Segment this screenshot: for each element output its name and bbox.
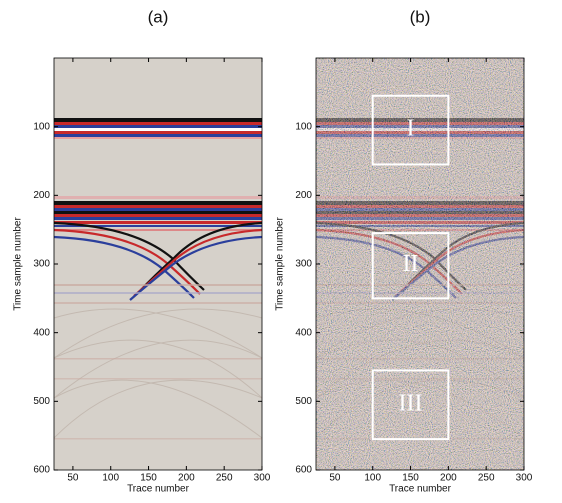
- x-tick-label: 300: [254, 473, 271, 484]
- x-tick-label: 200: [178, 473, 195, 484]
- y-tick-label: 500: [33, 396, 50, 407]
- x-axis-label: Trace number: [127, 484, 190, 495]
- y-tick-label: 600: [295, 465, 312, 476]
- y-tick-label: 300: [33, 259, 50, 270]
- y-tick-label: 600: [33, 465, 50, 476]
- x-tick-label: 100: [364, 473, 381, 484]
- y-tick-label: 400: [33, 327, 50, 338]
- x-tick-label: 300: [516, 473, 533, 484]
- y-tick-label: 200: [33, 190, 50, 201]
- x-tick-label: 50: [329, 473, 341, 484]
- y-tick-label: 500: [295, 396, 312, 407]
- x-tick-label: 100: [102, 473, 119, 484]
- panel-title: (b): [410, 7, 431, 26]
- annotation-label: II: [403, 251, 419, 277]
- x-tick-label: 50: [67, 473, 79, 484]
- y-tick-label: 300: [295, 259, 312, 270]
- y-tick-label: 100: [33, 121, 50, 132]
- x-tick-label: 250: [478, 473, 495, 484]
- noise-overlay: [316, 58, 524, 470]
- annotation-box: [371, 94, 450, 166]
- annotation-label: I: [407, 116, 415, 142]
- seismic-image: [52, 56, 264, 472]
- y-axis-label: Time sample number: [13, 217, 24, 311]
- annotation-label: III: [399, 390, 423, 416]
- y-tick-label: 400: [295, 327, 312, 338]
- x-axis-label: Trace number: [389, 484, 452, 495]
- x-tick-label: 150: [140, 473, 157, 484]
- panel-title: (a): [148, 7, 169, 26]
- panel: (b) 50 100 150 200 250 300 100 200 300 400 500 600 Tr…: [275, 7, 533, 494]
- y-tick-label: 200: [295, 190, 312, 201]
- x-tick-label: 200: [440, 473, 457, 484]
- annotation-box: [371, 369, 450, 441]
- x-tick-label: 150: [402, 473, 419, 484]
- panel: (a) 50 100 150 200 250 300 100 200 300 400 500 600 Tr…: [13, 7, 271, 494]
- annotation-box: [371, 232, 450, 300]
- y-tick-label: 100: [295, 121, 312, 132]
- x-tick-label: 250: [216, 473, 233, 484]
- y-axis-label: Time sample number: [275, 217, 286, 311]
